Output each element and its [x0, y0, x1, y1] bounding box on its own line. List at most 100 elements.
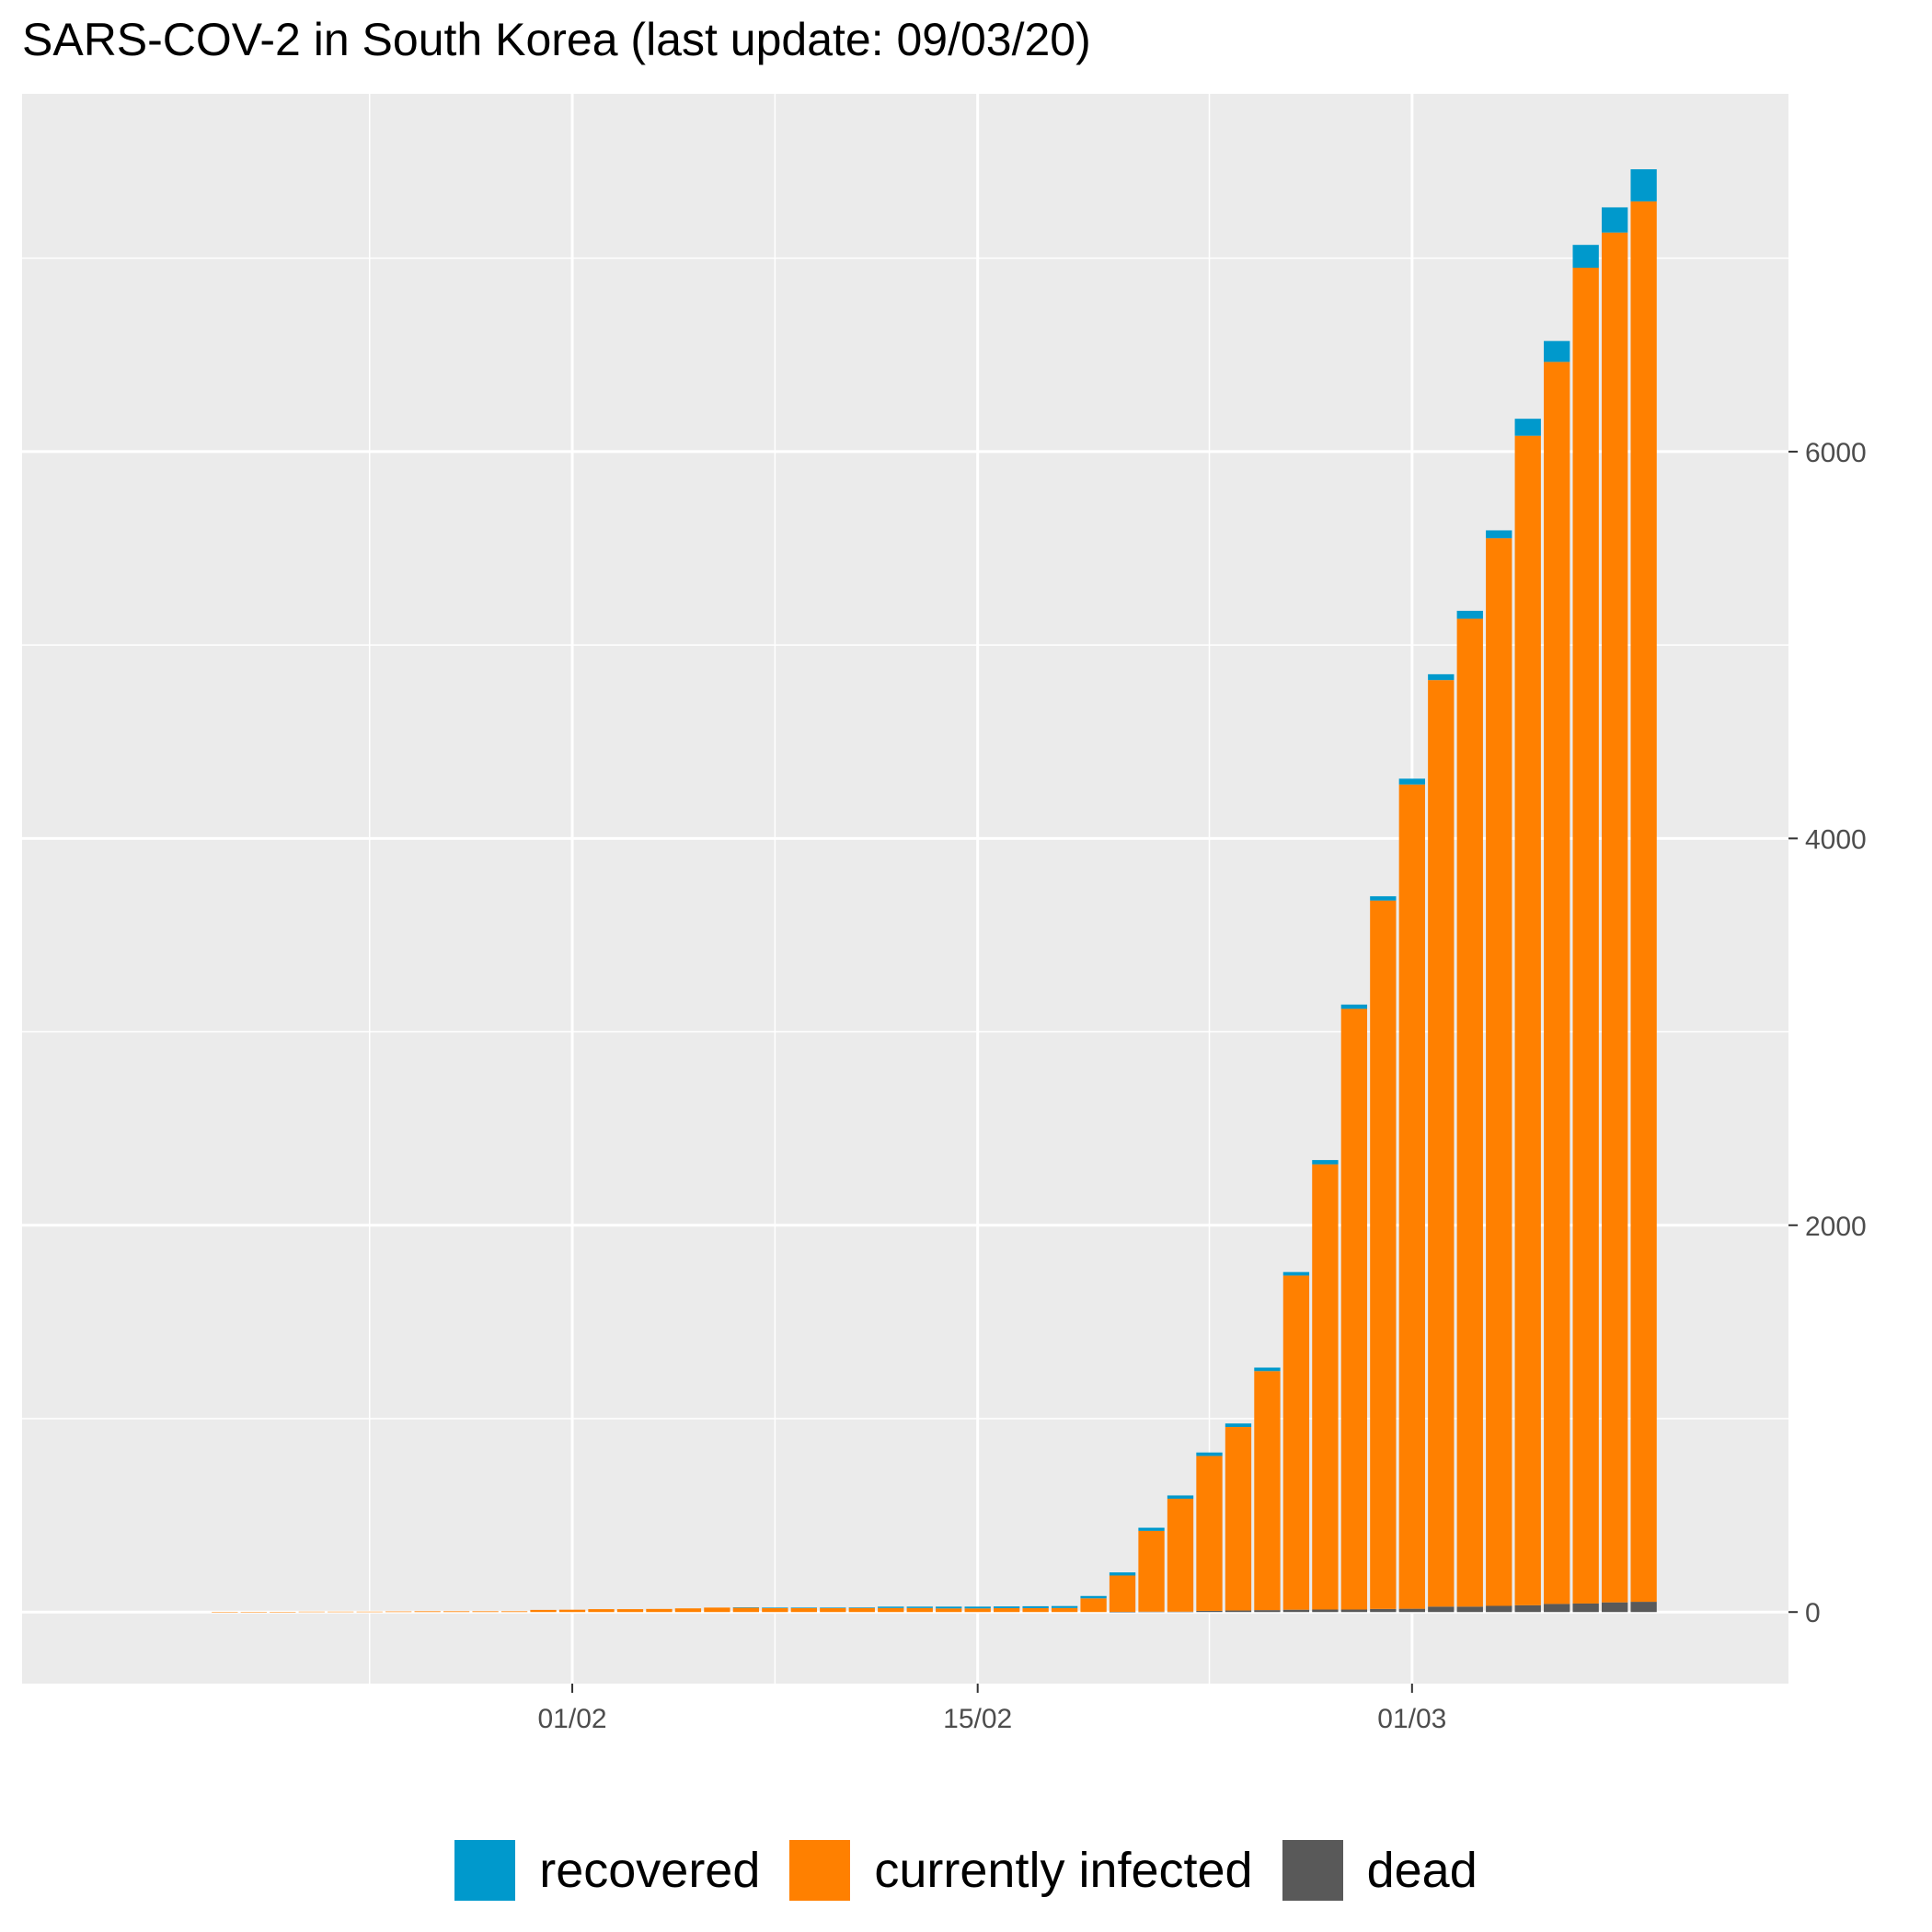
bar-currently-infected-2020-02-07	[732, 1607, 760, 1613]
bar-currently-infected-2020-02-26	[1282, 1275, 1310, 1610]
bar-currently-infected-2020-02-24	[1225, 1427, 1252, 1611]
bar-currently-infected-2020-02-21	[1138, 1530, 1165, 1612]
bar-currently-infected-2020-02-25	[1254, 1371, 1281, 1611]
bar-dead-2020-03-03	[1456, 1606, 1483, 1613]
bar-dead-2020-02-27	[1312, 1609, 1339, 1613]
bar-dead-2020-02-26	[1282, 1609, 1310, 1613]
bar-dead-2020-03-07	[1572, 1603, 1599, 1613]
bar-dead-2020-02-20	[1109, 1612, 1136, 1613]
bar-currently-infected-2020-01-22	[270, 1612, 296, 1613]
legend-item-currently-infected: currently infected	[789, 1840, 1253, 1901]
bar-currently-infected-2020-01-20	[212, 1612, 238, 1613]
bar-dead-2020-02-21	[1138, 1611, 1165, 1613]
bar-recovered-2020-02-15	[964, 1606, 991, 1609]
bar-currently-infected-2020-03-09	[1630, 201, 1657, 1603]
bar-recovered-2020-02-24	[1225, 1423, 1252, 1428]
bar-currently-infected-2020-01-30	[500, 1611, 528, 1613]
bar-currently-infected-2020-02-22	[1167, 1499, 1194, 1612]
bar-recovered-2020-02-13	[906, 1606, 933, 1608]
bar-dead-2020-02-22	[1167, 1611, 1194, 1613]
bar-dead-2020-03-09	[1630, 1602, 1657, 1613]
plot-area: 0 2000 4000 6000 01/02 15/02 01/03	[22, 94, 1867, 1734]
bar-recovered-2020-02-17	[1022, 1605, 1049, 1609]
legend-label-recovered: recovered	[539, 1843, 761, 1898]
bar-currently-infected-2020-02-03	[616, 1609, 644, 1613]
bar-currently-infected-2020-01-21	[240, 1612, 267, 1613]
legend-swatch-recovered	[454, 1840, 516, 1901]
bar-recovered-2020-02-19	[1080, 1595, 1107, 1599]
bar-recovered-2020-03-04	[1486, 530, 1512, 539]
bar-currently-infected-2020-01-26	[385, 1611, 412, 1613]
bar-dead-2020-02-24	[1225, 1610, 1252, 1613]
bar-currently-infected-2020-02-06	[704, 1607, 730, 1613]
bar-recovered-2020-02-11	[848, 1607, 875, 1608]
bar-currently-infected-2020-03-04	[1486, 538, 1512, 1606]
legend-swatch-currently-infected	[789, 1840, 851, 1901]
bar-currently-infected-2020-03-08	[1601, 232, 1628, 1603]
y-tick-label-2000: 2000	[1805, 1212, 1867, 1242]
bar-recovered-2020-02-18	[1051, 1605, 1078, 1608]
bar-currently-infected-2020-02-16	[994, 1608, 1020, 1613]
bar-recovered-2020-02-23	[1196, 1452, 1223, 1456]
x-tick-label-1: 15/02	[943, 1704, 1012, 1734]
y-tick-label-6000: 6000	[1805, 438, 1867, 468]
bar-recovered-2020-02-14	[936, 1606, 962, 1609]
bar-currently-infected-2020-03-07	[1572, 267, 1599, 1604]
bar-dead-2020-03-05	[1514, 1604, 1541, 1613]
bar-currently-infected-2020-01-28	[443, 1611, 470, 1613]
bar-dead-2020-03-08	[1601, 1602, 1628, 1613]
x-tick-label-0: 01/02	[537, 1704, 606, 1734]
bar-currently-infected-2020-01-31	[530, 1609, 557, 1613]
chart-title: SARS-COV-2 in South Korea (last update: …	[22, 14, 1091, 65]
bar-recovered-2020-02-27	[1312, 1159, 1339, 1165]
bar-currently-infected-2020-03-02	[1428, 680, 1455, 1607]
bar-dead-2020-02-29	[1370, 1608, 1397, 1613]
bar-currently-infected-2020-02-19	[1080, 1598, 1107, 1613]
bar-recovered-2020-03-09	[1630, 168, 1657, 201]
bar-recovered-2020-03-05	[1514, 419, 1541, 436]
legend: recovered currently infected dead	[0, 1840, 1932, 1901]
bar-recovered-2020-03-08	[1601, 207, 1628, 233]
y-tick-label-0: 0	[1805, 1598, 1821, 1628]
bar-recovered-2020-02-26	[1282, 1271, 1310, 1276]
bar-currently-infected-2020-02-12	[878, 1607, 904, 1613]
bar-recovered-2020-02-20	[1109, 1572, 1136, 1576]
bar-recovered-2020-02-08	[762, 1607, 788, 1609]
bar-recovered-2020-02-10	[820, 1607, 846, 1609]
bar-dead-2020-02-28	[1340, 1609, 1368, 1613]
legend-swatch-dead	[1282, 1840, 1343, 1901]
bar-recovered-2020-02-09	[790, 1607, 817, 1609]
bar-currently-infected-2020-02-04	[646, 1608, 673, 1613]
bar-currently-infected-2020-02-01	[558, 1609, 586, 1613]
bar-recovered-2020-03-01	[1398, 778, 1425, 785]
bar-currently-infected-2020-02-15	[964, 1608, 991, 1613]
bar-currently-infected-2020-02-13	[906, 1607, 933, 1613]
bar-recovered-2020-02-29	[1370, 896, 1397, 901]
bar-recovered-2020-02-07	[732, 1607, 760, 1608]
bar-dead-2020-03-06	[1544, 1604, 1570, 1613]
bar-currently-infected-2020-02-08	[762, 1608, 788, 1613]
bar-currently-infected-2020-02-11	[848, 1607, 875, 1613]
bar-recovered-2020-02-21	[1138, 1527, 1165, 1531]
bar-recovered-2020-02-22	[1167, 1495, 1194, 1500]
bar-recovered-2020-03-06	[1544, 340, 1570, 362]
bar-currently-infected-2020-02-18	[1051, 1607, 1078, 1613]
bar-currently-infected-2020-03-03	[1456, 618, 1483, 1607]
bar-currently-infected-2020-02-09	[790, 1608, 817, 1613]
bar-currently-infected-2020-02-05	[674, 1608, 702, 1613]
bar-currently-infected-2020-01-29	[472, 1611, 499, 1613]
bar-currently-infected-2020-02-29	[1370, 900, 1397, 1609]
bar-recovered-2020-02-12	[878, 1606, 904, 1608]
bar-dead-2020-03-01	[1398, 1608, 1425, 1613]
bar-currently-infected-2020-01-24	[328, 1611, 354, 1613]
bar-recovered-2020-02-25	[1254, 1367, 1281, 1372]
bar-currently-infected-2020-02-10	[820, 1608, 846, 1613]
bar-recovered-2020-03-02	[1428, 673, 1455, 681]
bar-currently-infected-2020-01-23	[298, 1611, 325, 1613]
bar-dead-2020-03-02	[1428, 1606, 1455, 1613]
bar-currently-infected-2020-02-20	[1109, 1575, 1136, 1613]
bar-currently-infected-2020-02-28	[1340, 1008, 1368, 1610]
bar-currently-infected-2020-02-02	[588, 1609, 615, 1613]
legend-label-dead: dead	[1366, 1843, 1478, 1898]
chart-svg: 0 2000 4000 6000 01/02 15/02 01/03	[22, 94, 1867, 1734]
